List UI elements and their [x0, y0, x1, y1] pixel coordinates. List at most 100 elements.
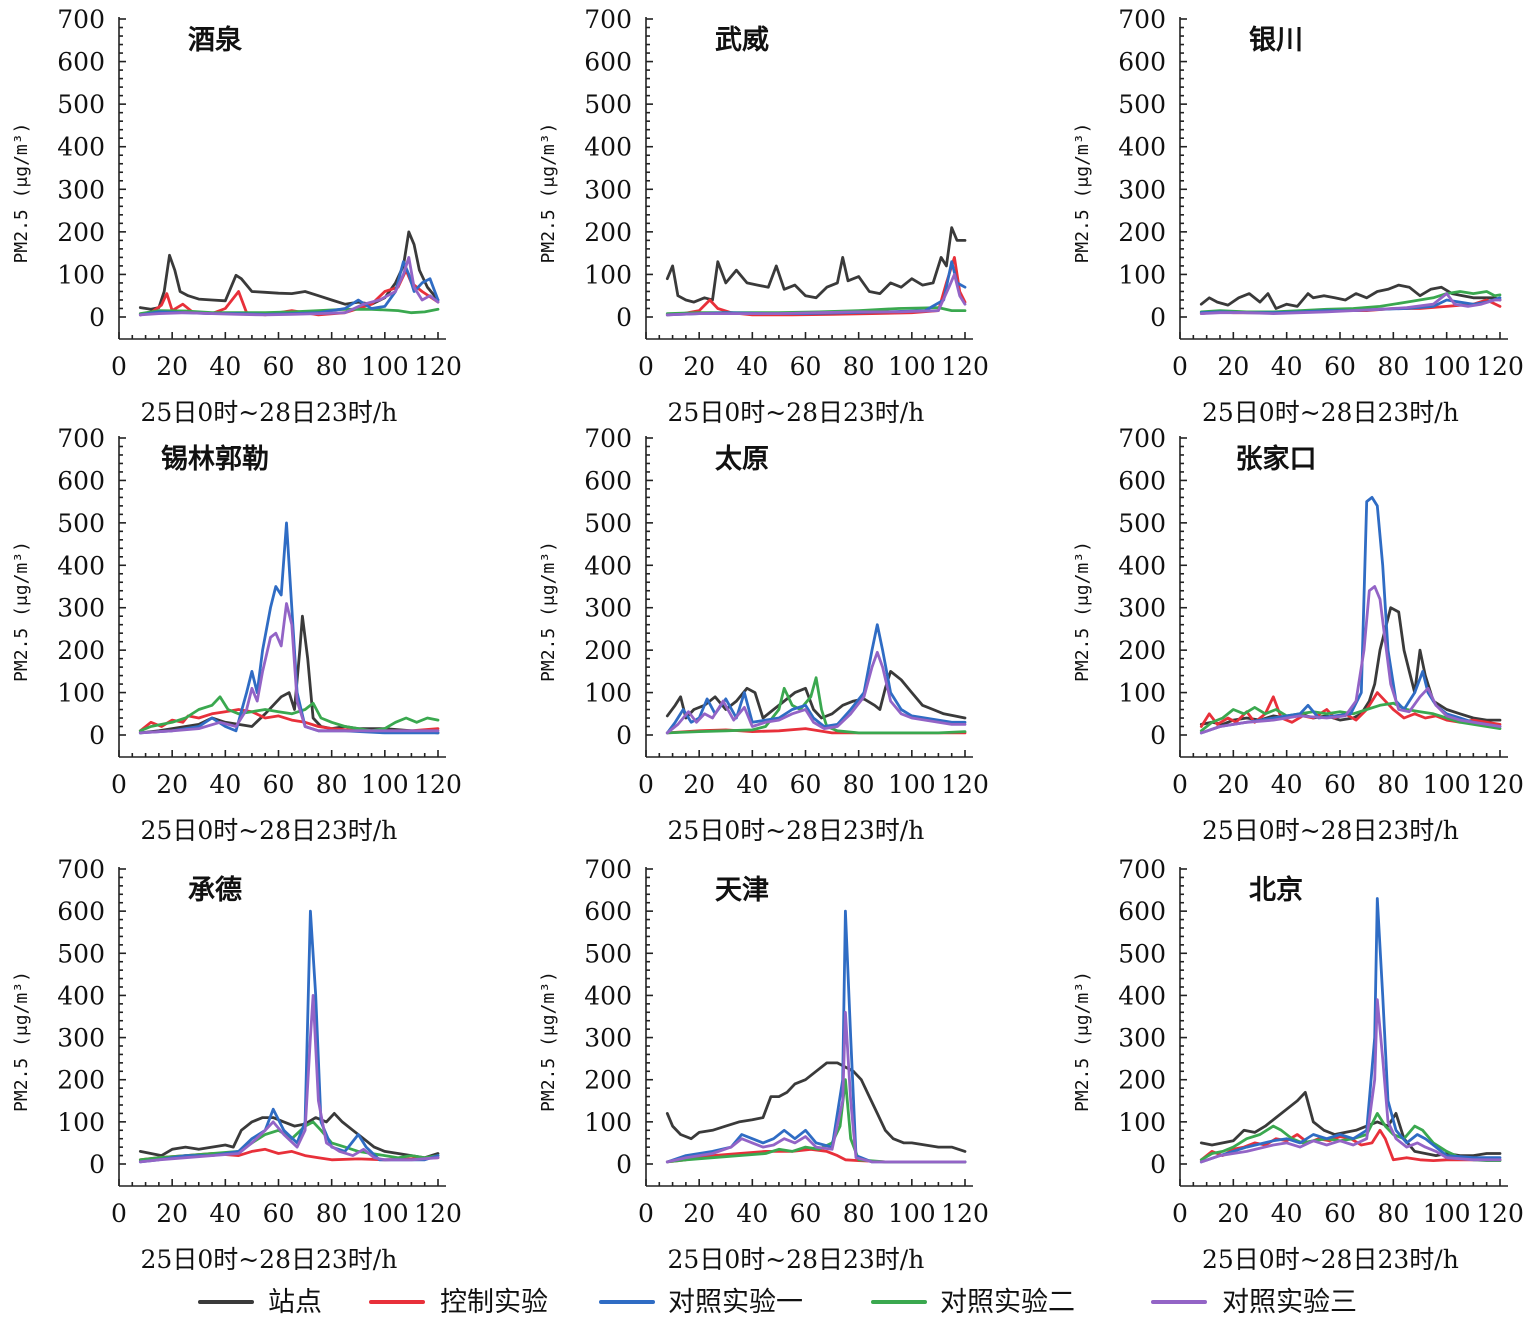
y-tick-label: 0	[1150, 303, 1166, 332]
y-tick-label: 600	[57, 48, 105, 77]
legend-label: 对照实验二	[940, 1287, 1075, 1318]
y-tick-label: 700	[1118, 855, 1166, 884]
x-axis-label: 25日0时~28日23时/h	[1202, 1245, 1459, 1274]
panel-title: 银川	[1249, 25, 1303, 56]
series-line-对照实验三	[665, 650, 967, 735]
y-tick-label: 500	[584, 90, 632, 119]
x-tick-label: 20	[683, 1199, 715, 1228]
x-axis-label: 25日0时~28日23时/h	[141, 1245, 398, 1274]
x-tick-label: 120	[414, 1199, 462, 1228]
x-tick-label: 80	[1377, 1199, 1409, 1228]
x-tick-label: 0	[111, 1199, 127, 1228]
x-tick-label: 80	[843, 352, 875, 381]
legend-label: 对照实验一	[668, 1287, 803, 1318]
y-tick-label: 400	[57, 133, 105, 162]
y-tick-label: 100	[1118, 679, 1166, 708]
y-tick-label: 700	[1118, 424, 1166, 453]
y-tick-label: 600	[57, 466, 105, 495]
y-tick-label: 600	[584, 897, 632, 926]
y-tick-label: 100	[1118, 1108, 1166, 1137]
x-tick-label: 60	[263, 1199, 295, 1228]
x-tick-label: 120	[414, 770, 462, 799]
x-tick-label: 100	[888, 352, 936, 381]
x-tick-label: 100	[1423, 770, 1471, 799]
y-tick-label: 400	[1118, 133, 1166, 162]
y-tick-label: 300	[57, 1024, 105, 1053]
panel-title: 太原	[715, 444, 769, 475]
x-axis-label: 25日0时~28日23时/h	[668, 816, 925, 845]
y-tick-label: 100	[1118, 260, 1166, 289]
y-tick-label: 500	[1118, 90, 1166, 119]
y-tick-label: 100	[57, 1108, 105, 1137]
series-line-站点	[138, 1112, 440, 1160]
y-tick-label: 600	[57, 897, 105, 926]
y-tick-label: 200	[1118, 218, 1166, 247]
y-tick-label: 200	[584, 1066, 632, 1095]
y-tick-label: 700	[584, 424, 632, 453]
y-tick-label: 200	[57, 218, 105, 247]
series-line-对照实验二	[1199, 701, 1502, 733]
legend-label: 控制实验	[440, 1287, 548, 1318]
panel-title: 锡林郭勒	[161, 444, 269, 475]
y-tick-label: 700	[57, 855, 105, 884]
y-tick-label: 200	[584, 636, 632, 665]
y-tick-label: 500	[57, 939, 105, 968]
series-line-对照实验三	[665, 1010, 967, 1164]
y-tick-label: 500	[584, 509, 632, 538]
y-tick-label: 100	[584, 679, 632, 708]
x-tick-label: 100	[361, 352, 409, 381]
x-tick-label: 120	[941, 1199, 989, 1228]
x-tick-label: 60	[263, 352, 295, 381]
x-tick-label: 60	[1324, 770, 1356, 799]
x-tick-label: 40	[209, 770, 241, 799]
series-line-对照实验二	[665, 1078, 967, 1164]
panel-title: 北京	[1249, 874, 1303, 906]
y-tick-label: 100	[57, 679, 105, 708]
x-tick-label: 0	[638, 770, 654, 799]
y-tick-label: 400	[57, 981, 105, 1010]
x-tick-label: 60	[790, 1199, 822, 1228]
series-line-对照实验一	[665, 909, 967, 1164]
y-axis-label: PM2.5 (μg/m³)	[538, 971, 559, 1112]
y-tick-label: 300	[584, 175, 632, 204]
x-tick-label: 0	[1172, 770, 1188, 799]
y-tick-label: 600	[584, 466, 632, 495]
x-tick-label: 120	[1476, 770, 1524, 799]
y-tick-label: 700	[584, 5, 632, 34]
y-tick-label: 600	[584, 48, 632, 77]
y-tick-label: 700	[584, 855, 632, 884]
y-tick-label: 300	[1118, 1024, 1166, 1053]
x-tick-label: 0	[638, 352, 654, 381]
series-line-对照实验二	[138, 695, 440, 733]
y-tick-label: 300	[584, 1024, 632, 1053]
y-tick-label: 400	[1118, 981, 1166, 1010]
x-tick-label: 20	[683, 352, 715, 381]
x-tick-label: 80	[843, 1199, 875, 1228]
x-tick-label: 0	[111, 770, 127, 799]
y-tick-label: 100	[57, 260, 105, 289]
series-line-站点	[665, 1061, 967, 1153]
x-tick-label: 0	[1172, 352, 1188, 381]
x-axis-label: 25日0时~28日23时/h	[1202, 816, 1459, 845]
legend: 站点 控制实验 对照实验一 对照实验二 对照实验三	[198, 1287, 1357, 1318]
x-tick-label: 20	[1217, 352, 1249, 381]
x-tick-label: 80	[316, 352, 348, 381]
series-line-对照实验一	[1199, 496, 1502, 735]
legend-label: 对照实验三	[1222, 1287, 1357, 1318]
y-tick-label: 0	[89, 303, 105, 332]
x-tick-label: 80	[316, 770, 348, 799]
x-tick-label: 20	[156, 770, 188, 799]
y-axis-label: PM2.5 (μg/m³)	[538, 541, 559, 682]
y-tick-label: 600	[1118, 897, 1166, 926]
x-tick-label: 100	[361, 770, 409, 799]
x-tick-label: 20	[1217, 1199, 1249, 1228]
x-tick-label: 60	[263, 770, 295, 799]
x-tick-label: 100	[888, 1199, 936, 1228]
y-tick-label: 200	[57, 636, 105, 665]
